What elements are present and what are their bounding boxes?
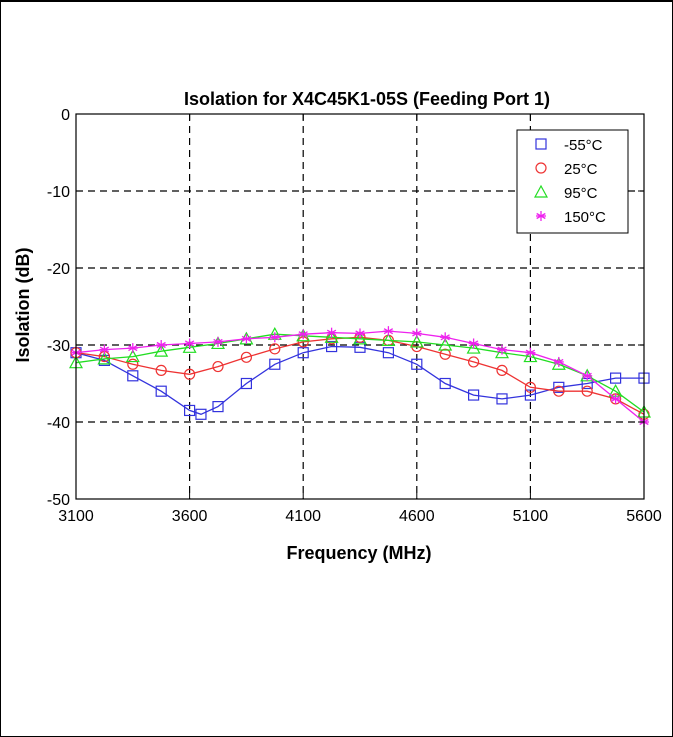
data-point (468, 389, 480, 401)
legend-item-4: 150°C (536, 209, 606, 226)
data-point (195, 408, 207, 420)
data-point (324, 330, 339, 343)
y-tick-label: -20 (47, 261, 70, 278)
data-point (154, 343, 169, 357)
x-tick-label: 3100 (58, 508, 94, 525)
data-point (411, 358, 423, 370)
chart-title: Isolation for X4C45K1-05S (Feeding Port … (184, 89, 550, 109)
legend-item-2: 25°C (535, 161, 598, 178)
legend-label: -55°C (564, 137, 603, 154)
legend-item-1: -55°C (535, 137, 603, 154)
data-point (383, 326, 394, 337)
data-point (468, 356, 480, 368)
data-point (382, 347, 394, 359)
data-point (127, 370, 139, 382)
data-point (535, 162, 547, 174)
data-point (409, 334, 424, 348)
data-point (497, 344, 507, 355)
series-line-1 (75, 345, 644, 415)
data-point (553, 381, 565, 393)
data-point (496, 393, 508, 405)
data-point (212, 401, 224, 413)
data-point (213, 336, 223, 347)
y-tick-label: -10 (47, 184, 70, 201)
data-point (212, 360, 224, 373)
legend-item-3: 95°C (533, 184, 598, 202)
x-tick-label: 5600 (626, 508, 662, 525)
legend-label: 150°C (564, 209, 606, 226)
data-point (524, 389, 537, 401)
data-point (439, 377, 451, 390)
x-tick-label: 5100 (513, 508, 549, 525)
x-tick-label: 3600 (172, 508, 208, 525)
data-point (610, 393, 621, 404)
y-tick-label: -30 (47, 338, 70, 355)
data-point (125, 349, 140, 363)
data-point (298, 329, 309, 340)
data-point (240, 377, 252, 390)
data-point (533, 184, 549, 198)
y-tick-label: -50 (47, 492, 70, 509)
x-tick-label: 4100 (285, 508, 321, 525)
data-point (582, 370, 593, 381)
x-tick-label: 4600 (399, 508, 435, 525)
data-point (536, 211, 546, 221)
x-axis-label: Frequency (MHz) (286, 543, 431, 563)
data-point (553, 385, 565, 397)
data-point (496, 364, 508, 377)
data-point (523, 349, 538, 363)
legend: -55°C 25°C 95°C 150°C (516, 129, 629, 234)
data-point (155, 364, 167, 377)
data-point (355, 328, 365, 339)
data-point (156, 340, 167, 350)
legend-label: 25°C (564, 161, 598, 178)
y-tick-label: 0 (61, 107, 70, 124)
data-point (155, 385, 167, 397)
data-point (535, 138, 547, 150)
data-point (553, 356, 564, 367)
data-point (326, 340, 338, 353)
data-point (184, 404, 196, 417)
data-point (438, 337, 453, 351)
data-point (241, 333, 252, 344)
data-point (184, 338, 195, 349)
data-point (182, 340, 197, 353)
data-point (352, 331, 368, 345)
data-point (98, 354, 111, 366)
data-point (297, 347, 309, 359)
data-point (411, 328, 422, 339)
data-point (524, 381, 537, 393)
data-point (99, 344, 110, 355)
axes-box (75, 113, 645, 500)
data-point (494, 345, 510, 359)
data-point (184, 368, 196, 380)
data-point (269, 343, 281, 355)
data-point (525, 347, 536, 358)
data-point (381, 333, 396, 346)
y-tick-label: -40 (47, 415, 70, 432)
data-point (609, 372, 622, 384)
data-point (440, 332, 451, 343)
data-point (269, 358, 281, 370)
y-axis-label: Isolation (dB) (13, 248, 33, 363)
data-point (466, 340, 481, 354)
data-point (97, 351, 112, 365)
data-point (581, 385, 593, 397)
data-point (127, 358, 139, 370)
data-point (240, 351, 252, 363)
legend-label: 95°C (564, 185, 598, 202)
data-point (326, 327, 337, 338)
data-point (468, 338, 479, 349)
data-point (269, 332, 280, 343)
series-line-3 (75, 333, 645, 413)
data-point (127, 343, 138, 354)
data-point (439, 348, 451, 360)
